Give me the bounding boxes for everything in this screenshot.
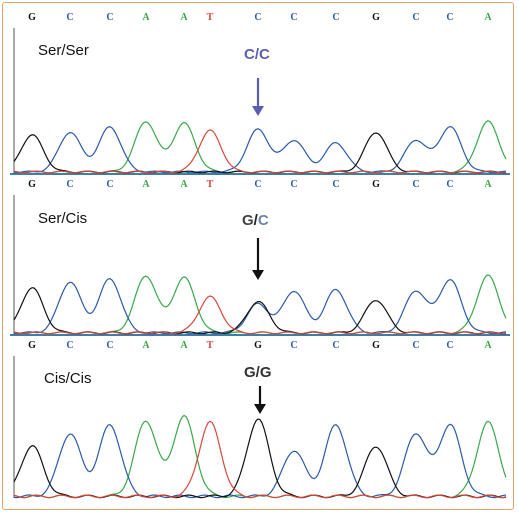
base-letter: G [254, 340, 262, 351]
base-call-second: C [257, 212, 269, 229]
base-call: G/G [244, 364, 272, 381]
base-letter: C [254, 179, 261, 190]
base-letter: G [28, 340, 36, 351]
base-call-second: C [259, 46, 270, 63]
base-call-first: G [242, 212, 254, 229]
base-letter: C [446, 12, 453, 23]
genotype-label: Ser/Cis [38, 210, 88, 227]
base-letter: C [66, 179, 73, 190]
base-letter: C [412, 179, 419, 190]
base-letter: A [180, 12, 188, 23]
snp-arrow-head [252, 270, 264, 280]
base-letter: C [66, 340, 73, 351]
trace-T [13, 129, 507, 174]
base-letter: C [446, 179, 453, 190]
base-call-second: G [259, 364, 272, 381]
snp-arrow-head [252, 106, 264, 116]
trace-G [13, 418, 507, 499]
base-letter: A [142, 12, 150, 23]
base-letter: A [484, 12, 492, 23]
base-call: C/C [244, 46, 270, 63]
genotype-label: Cis/Cis [44, 370, 92, 387]
base-letter: C [332, 340, 339, 351]
base-letter: C [106, 12, 113, 23]
base-letter: C [412, 340, 419, 351]
base-letter: T [207, 12, 214, 23]
trace-C [13, 277, 507, 335]
chromatogram-cis-cis: G C C A A T G C C G C C A [13, 340, 507, 499]
base-call: G/C [242, 212, 269, 229]
figure-frame [2, 2, 514, 510]
snp-arrow-head [254, 404, 266, 414]
trace-G [13, 132, 507, 174]
base-letter: C [290, 340, 297, 351]
base-letter: C [446, 340, 453, 351]
trace-C [13, 125, 507, 174]
base-letter: G [28, 179, 36, 190]
trace-T [13, 420, 507, 499]
base-letter: C [66, 12, 73, 23]
base-call-first: C [244, 46, 255, 63]
base-call-slash: / [253, 212, 258, 229]
base-letter: C [332, 179, 339, 190]
trace-A [13, 120, 507, 174]
base-call-slash: / [255, 364, 260, 381]
base-letter: C [412, 12, 419, 23]
base-letter: G [372, 179, 380, 190]
base-letter: A [180, 179, 188, 190]
base-letter: A [142, 179, 150, 190]
base-call-first: G [244, 364, 256, 381]
base-letter: A [142, 340, 150, 351]
base-letter: A [484, 340, 492, 351]
base-letter: G [372, 340, 380, 351]
base-letter: G [372, 12, 380, 23]
base-letter: G [28, 12, 36, 23]
base-letter: C [290, 179, 297, 190]
base-letter: A [180, 340, 188, 351]
trace-A [13, 414, 507, 499]
base-letter: A [484, 179, 492, 190]
base-letter: T [207, 340, 214, 351]
base-letter: C [106, 340, 113, 351]
base-letter: T [207, 179, 214, 190]
base-letter: C [332, 12, 339, 23]
trace-C [13, 423, 507, 499]
base-call-slash: / [254, 46, 260, 63]
genotype-label: Ser/Ser [38, 42, 89, 59]
trace-T [13, 295, 507, 335]
base-letter: C [290, 12, 297, 23]
base-letter: C [254, 12, 261, 23]
trace-G [13, 287, 507, 335]
base-letter: C [106, 179, 113, 190]
